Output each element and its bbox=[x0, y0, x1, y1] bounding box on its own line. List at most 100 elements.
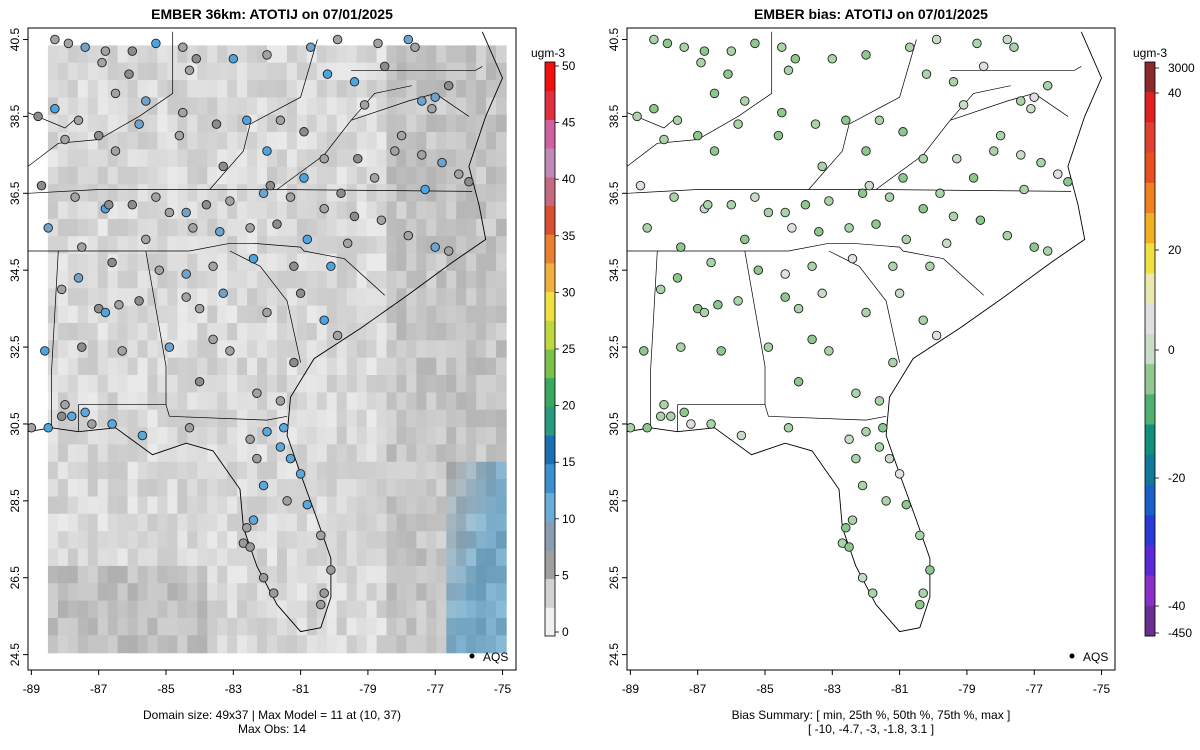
model-grid-cell bbox=[486, 583, 497, 602]
model-grid-cell bbox=[336, 80, 348, 99]
model-grid-cell bbox=[197, 583, 208, 602]
model-grid-cell bbox=[237, 392, 248, 411]
observation-point bbox=[151, 38, 161, 49]
observation-point bbox=[443, 246, 454, 256]
bias-point bbox=[1029, 92, 1039, 102]
model-grid-cell bbox=[97, 236, 109, 255]
model-grid-cell bbox=[296, 565, 308, 584]
model-grid-cell bbox=[247, 62, 258, 81]
model-grid-cell bbox=[426, 565, 437, 584]
bias-point bbox=[941, 238, 952, 249]
model-grid-cell bbox=[137, 218, 149, 237]
model-grid-cell bbox=[386, 565, 398, 584]
model-grid-cell bbox=[67, 496, 79, 515]
model-grid-cell bbox=[117, 583, 129, 602]
model-grid-cell bbox=[476, 97, 487, 116]
model-grid-cell bbox=[446, 305, 457, 324]
model-grid-cell bbox=[177, 62, 188, 81]
bias-point bbox=[888, 357, 898, 368]
observation-point bbox=[50, 34, 60, 45]
observation-point bbox=[349, 77, 360, 87]
model-grid-cell bbox=[476, 236, 487, 255]
model-grid-cell bbox=[496, 479, 507, 498]
model-grid-cell bbox=[147, 479, 159, 498]
model-grid-cell bbox=[306, 635, 318, 654]
model-grid-cell bbox=[237, 496, 248, 515]
bias-point bbox=[948, 211, 959, 222]
model-grid-cell bbox=[167, 635, 178, 654]
model-grid-cell bbox=[376, 62, 388, 81]
model-grid-cell bbox=[47, 218, 59, 237]
model-grid-cell bbox=[107, 218, 119, 237]
model-grid-cell bbox=[346, 62, 358, 81]
observation-point bbox=[262, 307, 272, 318]
model-grid-cell bbox=[227, 392, 238, 411]
model-grid-cell bbox=[496, 62, 507, 81]
model-grid-cell bbox=[247, 166, 258, 185]
model-grid-cell bbox=[127, 531, 139, 550]
model-grid-cell bbox=[67, 427, 79, 446]
x-tick-label: -79 bbox=[958, 682, 976, 696]
model-grid-cell bbox=[177, 253, 188, 272]
model-grid-cell bbox=[217, 340, 228, 359]
model-grid-cell bbox=[237, 548, 248, 567]
observation-point bbox=[319, 315, 329, 325]
model-grid-cell bbox=[97, 635, 109, 654]
state-line bbox=[677, 250, 766, 432]
model-grid-cell bbox=[67, 132, 79, 151]
model-grid-cell bbox=[316, 409, 328, 428]
observation-point bbox=[430, 92, 440, 102]
model-grid-cell bbox=[306, 270, 318, 289]
model-grid-cell bbox=[117, 305, 129, 324]
model-grid-cell bbox=[187, 323, 198, 341]
model-grid-cell bbox=[77, 45, 89, 64]
model-grid-cell bbox=[286, 427, 298, 446]
left-axes: -89 -87 -85 -83 -81 -79 -77 -7524.526.528.530.5… bbox=[8, 28, 512, 696]
model-grid-cell bbox=[157, 496, 169, 515]
model-grid-cell bbox=[426, 166, 437, 185]
model-grid-cell bbox=[356, 548, 368, 567]
model-grid-cell bbox=[47, 270, 59, 289]
model-grid-cell bbox=[217, 80, 228, 99]
observation-point bbox=[342, 238, 353, 249]
model-grid-cell bbox=[366, 513, 378, 532]
bias-point bbox=[709, 146, 720, 156]
model-grid-cell bbox=[87, 461, 99, 480]
model-grid-cell bbox=[346, 184, 358, 203]
model-grid-cell bbox=[177, 461, 188, 480]
model-grid-cell bbox=[137, 323, 149, 341]
model-grid-cell bbox=[187, 305, 198, 324]
model-grid-cell bbox=[197, 548, 208, 567]
model-grid-cell bbox=[346, 444, 358, 463]
model-grid-cell bbox=[277, 409, 288, 428]
model-grid-cell bbox=[157, 427, 169, 446]
model-grid-cell bbox=[326, 132, 338, 151]
colorbar-tick-label: 20 bbox=[1168, 243, 1182, 257]
model-grid-cell bbox=[87, 617, 99, 636]
model-grid-cell bbox=[396, 184, 408, 203]
model-grid-cell bbox=[456, 45, 467, 64]
model-grid-cell bbox=[496, 270, 507, 289]
model-grid-cell bbox=[207, 166, 218, 185]
model-grid-cell bbox=[77, 357, 89, 376]
observation-point bbox=[164, 207, 175, 218]
model-grid-cell bbox=[386, 548, 398, 567]
observation-point bbox=[349, 211, 360, 222]
model-grid-cell bbox=[87, 201, 99, 220]
model-grid-cell bbox=[87, 427, 99, 446]
model-grid-cell bbox=[127, 444, 139, 463]
model-grid-cell bbox=[466, 531, 477, 550]
model-grid-cell bbox=[306, 218, 318, 237]
bias-point bbox=[931, 34, 942, 45]
model-grid-cell bbox=[227, 427, 238, 446]
model-grid-cell bbox=[396, 565, 408, 584]
model-grid-cell bbox=[217, 548, 228, 567]
model-grid-cell bbox=[197, 513, 208, 532]
model-grid-cell bbox=[187, 375, 198, 393]
model-grid-cell bbox=[197, 461, 208, 480]
model-grid-cell bbox=[486, 513, 497, 532]
model-grid-cell bbox=[167, 166, 178, 185]
observation-point bbox=[359, 100, 370, 110]
model-grid-cell bbox=[496, 149, 507, 168]
model-grid-cell bbox=[77, 375, 89, 393]
